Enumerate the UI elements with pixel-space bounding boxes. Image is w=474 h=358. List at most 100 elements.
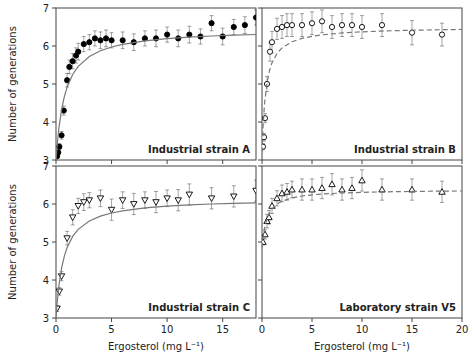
marker: [70, 59, 75, 64]
y-tick-label: 6: [43, 41, 49, 52]
y-tick-label: 6: [43, 199, 49, 210]
error-bar: [290, 14, 294, 37]
x-tick-label: 0: [53, 324, 59, 335]
x-tick: [412, 160, 413, 164]
marker: [329, 24, 334, 29]
error-bar: [121, 32, 125, 49]
marker: [220, 34, 225, 39]
error-bar: [243, 17, 247, 34]
plot-area: [262, 170, 462, 248]
marker: [269, 40, 274, 45]
error-bar: [254, 10, 256, 25]
error-bar: [57, 144, 61, 150]
x-tick: [222, 318, 223, 322]
x-tick: [167, 318, 168, 322]
marker: [186, 192, 192, 198]
y-tick-label: 4: [43, 117, 49, 128]
y-tick-label: 3: [43, 313, 49, 324]
marker: [253, 188, 256, 194]
fit-curve: [56, 34, 256, 160]
figure: 34567Industrial strain ANumber of genera…: [0, 0, 474, 358]
y-axis-label: Number of generations: [7, 184, 18, 300]
error-bar: [82, 37, 86, 52]
marker: [309, 21, 314, 26]
y-tick: [52, 166, 56, 167]
y-tick: [52, 318, 56, 319]
error-bar: [154, 30, 158, 47]
y-tick: [258, 318, 262, 319]
x-tick: [262, 318, 263, 322]
marker: [120, 38, 125, 43]
x-tick: [362, 318, 363, 322]
plot-area: [56, 10, 256, 160]
marker: [81, 42, 86, 47]
marker: [131, 202, 137, 208]
y-tick: [258, 204, 262, 205]
marker: [164, 196, 170, 202]
plot-frame: [262, 8, 462, 160]
error-bar: [110, 33, 114, 48]
error-bar: [221, 28, 225, 45]
x-tick-label: 10: [356, 324, 369, 335]
y-tick: [258, 280, 262, 281]
marker: [339, 186, 345, 192]
marker: [299, 23, 304, 28]
error-bar: [350, 14, 354, 37]
x-tick-label: 5: [108, 324, 114, 335]
x-tick: [56, 318, 57, 322]
error-bar: [310, 12, 314, 35]
plot-frame: [262, 166, 462, 318]
x-tick: [412, 318, 413, 322]
error-bar: [232, 19, 236, 34]
marker: [274, 26, 279, 31]
y-tick: [52, 84, 56, 85]
marker: [58, 274, 64, 280]
panel: Industrial strain B: [258, 8, 462, 164]
marker: [339, 23, 344, 28]
marker: [86, 198, 92, 204]
x-tick: [312, 160, 313, 164]
y-tick: [52, 8, 56, 9]
y-tick: [52, 122, 56, 123]
marker: [92, 36, 97, 41]
fit-curve: [262, 29, 462, 152]
marker: [109, 38, 114, 43]
marker: [359, 24, 364, 29]
marker: [231, 194, 237, 200]
marker: [379, 186, 385, 192]
x-tick-label: 5: [309, 324, 315, 335]
x-tick: [111, 160, 112, 164]
marker: [119, 198, 125, 204]
marker: [231, 24, 236, 29]
error-bar: [165, 27, 169, 42]
marker: [98, 38, 103, 43]
marker: [81, 200, 87, 206]
marker: [75, 204, 81, 210]
y-tick: [258, 122, 262, 123]
y-tick-label: 5: [43, 79, 49, 90]
error-bar: [320, 10, 324, 33]
x-tick-label: 10: [161, 324, 174, 335]
error-bar: [98, 32, 102, 49]
marker: [439, 32, 444, 37]
x-tick: [462, 160, 463, 164]
marker: [349, 23, 354, 28]
marker: [208, 196, 214, 202]
marker: [56, 289, 62, 295]
plot-frame: [56, 166, 256, 318]
x-tick: [167, 160, 168, 164]
panel-label: Industrial strain C: [148, 302, 250, 313]
panel-label: Industrial strain A: [148, 144, 250, 155]
x-tick: [222, 160, 223, 164]
x-tick: [312, 318, 313, 322]
error-bar: [187, 26, 191, 43]
fit-curve: [56, 203, 256, 318]
marker: [87, 40, 92, 45]
y-tick: [258, 8, 262, 9]
plot-area: [56, 180, 256, 318]
marker: [319, 19, 324, 24]
error-bar: [380, 14, 384, 37]
error-bar: [87, 35, 91, 50]
error-bar: [275, 18, 279, 39]
panel: 05101520Laboratory strain V5Ergosterol (…: [258, 166, 468, 352]
